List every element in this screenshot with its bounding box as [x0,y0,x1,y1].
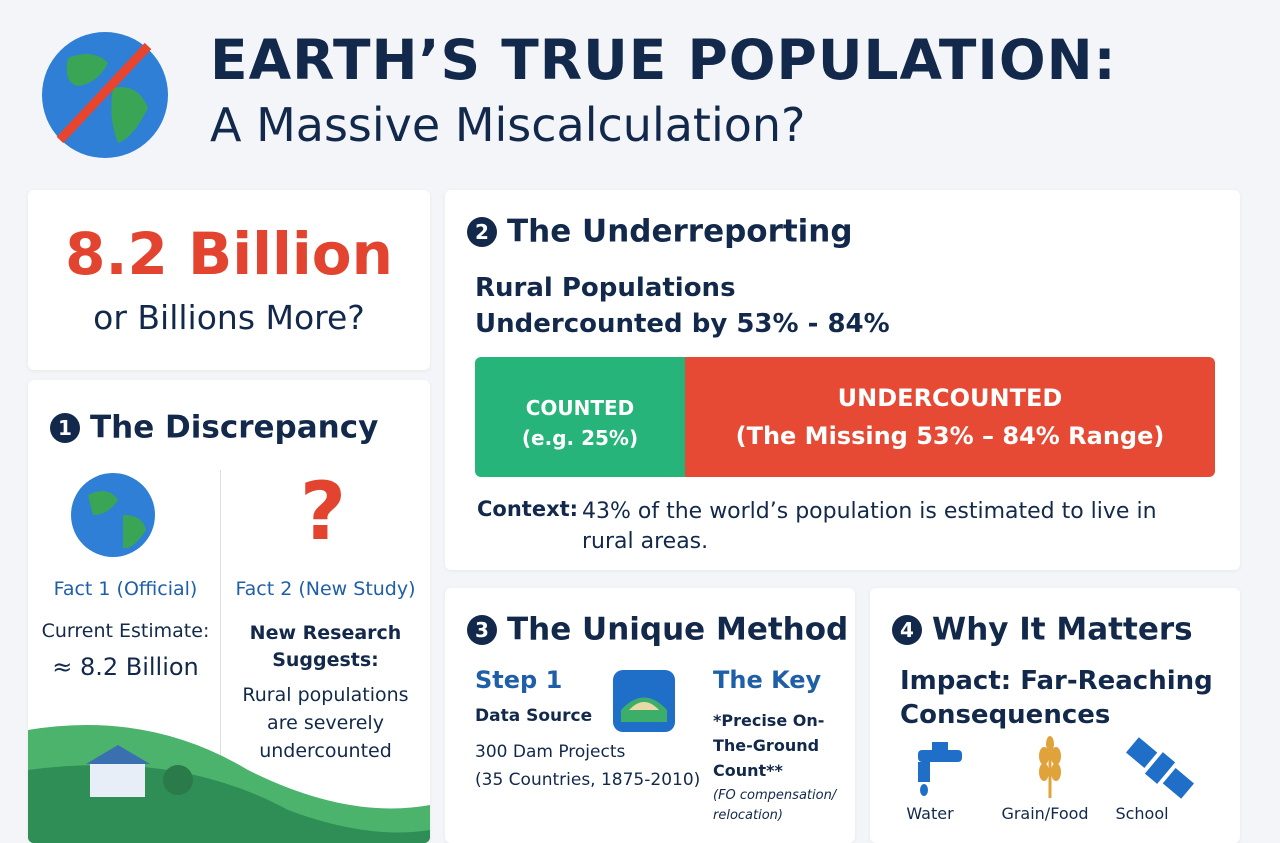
section-heading: 2 The Underreporting [467,212,853,250]
water-icon [918,742,962,796]
section-heading: 1 The Discrepancy [50,408,378,446]
fact-label: Fact 2 (New Study) [235,578,416,600]
step-label: Data Source [475,706,593,726]
school-icon [1125,737,1195,799]
title: EARTH’S TRUE POPULATION: [210,28,1117,92]
icon-label: Water [906,804,954,823]
segment-label: COUNTED [525,396,635,420]
divider [220,470,221,760]
undercounted-segment: UNDERCOUNTED (The Missing 53% – 84% Rang… [685,357,1215,477]
section-heading: 4 Why It Matters [892,610,1193,648]
icon-label: Grain/Food [1001,804,1089,823]
step-text: (35 Countries, 1875-2010) [475,770,701,790]
fact-value: ≈ 8.2 Billion [52,653,199,681]
headline-card: 8.2 Billion or Billions More? [28,190,430,370]
key-label: *Precise On-The-Ground Count** [713,711,825,780]
subheading: Impact: Far-Reaching Consequences [900,666,1213,730]
badge: 3 [467,614,497,645]
fact-text: Current Estimate: [41,620,210,642]
subheading: Rural Populations Undercounted by 53% - … [475,273,890,339]
question-icon: ? [299,465,347,558]
key-title: The Key [713,666,822,694]
dam-icon [613,670,675,732]
section-heading: 3 The Unique Method [467,610,848,648]
context-text: 43% of the world’s population is estimat… [582,499,1157,554]
context-label: Context: [477,497,579,521]
segment-label: UNDERCOUNTED [837,384,1063,412]
step-text: 300 Dam Projects [475,742,626,762]
heading: The Discrepancy [90,409,379,446]
counted-segment: COUNTED (e.g. 25%) [475,357,685,477]
heading: The Underreporting [507,213,853,250]
badge: 4 [892,614,922,645]
fact-text: New Research Suggests: [249,622,402,671]
fact-label: Fact 1 (Official) [53,578,198,600]
segment-label: (The Missing 53% – 84% Range) [735,422,1165,450]
grain-icon [1039,736,1061,798]
fact-text: Rural populations are severely undercoun… [242,684,409,762]
step-title: Step 1 [475,666,563,694]
badge: 2 [467,216,497,247]
subtitle: A Massive Miscalculation? [210,98,806,152]
headline-figure: 8.2 Billion [65,220,393,288]
heading: The Unique Method [507,611,849,648]
globe-icon [71,473,155,557]
underreporting-card: 2 The Underreporting Rural Populations Un… [445,190,1240,570]
badge: 1 [50,412,80,443]
discrepancy-card: 1 The Discrepancy ? Fact 1 (Official) Cur… [28,380,430,843]
segment-label: (e.g. 25%) [521,426,639,450]
landscape [28,725,430,843]
key-note: (FO compensation/ relocation) [713,788,837,823]
icon-label: School [1115,804,1169,823]
matters-card: 4 Why It Matters Impact: Far-Reaching Con… [870,588,1240,843]
globe-icon [42,32,168,158]
headline-question: or Billions More? [93,298,365,337]
method-card: 3 The Unique Method Step 1 Data Source 30… [445,588,855,843]
heading: Why It Matters [932,611,1193,648]
